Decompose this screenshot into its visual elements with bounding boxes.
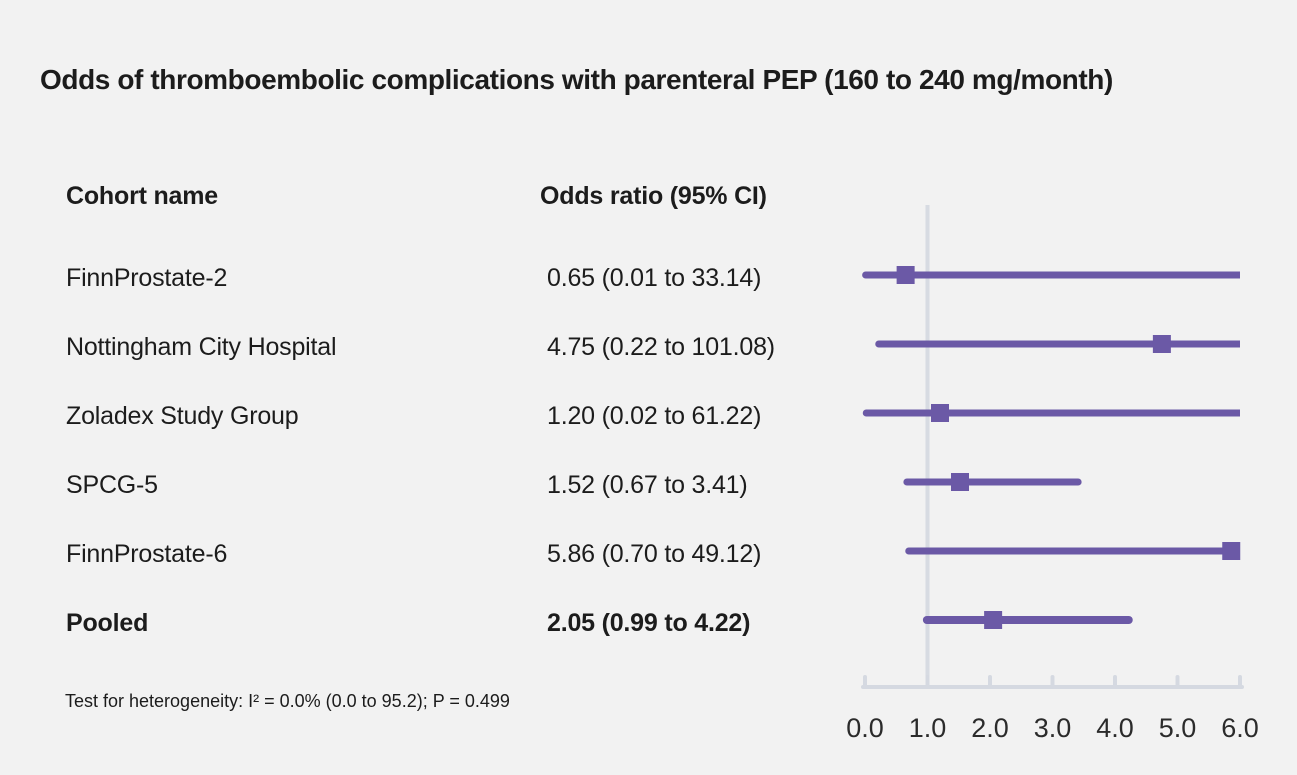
column-header-odds-ratio: Odds ratio (95% CI) bbox=[540, 182, 767, 210]
table-row: Zoladex Study Group 1.20 (0.02 to 61.22) bbox=[0, 400, 1297, 432]
odds-ratio-value: 5.86 (0.70 to 49.12) bbox=[547, 540, 762, 568]
x-tick-label: 4.0 bbox=[1096, 713, 1134, 743]
table-row: FinnProstate-2 0.65 (0.01 to 33.14) bbox=[0, 262, 1297, 294]
odds-ratio-value: 1.52 (0.67 to 3.41) bbox=[547, 471, 748, 499]
odds-ratio-value: 4.75 (0.22 to 101.08) bbox=[547, 333, 775, 361]
table-row: FinnProstate-6 5.86 (0.70 to 49.12) bbox=[0, 538, 1297, 570]
cohort-name: Pooled bbox=[66, 609, 149, 637]
cohort-name: FinnProstate-6 bbox=[66, 540, 228, 568]
odds-ratio-value: 2.05 (0.99 to 4.22) bbox=[547, 609, 751, 637]
table-row: SPCG-5 1.52 (0.67 to 3.41) bbox=[0, 469, 1297, 501]
x-axis: 0.0 1.0 2.0 3.0 4.0 5.0 6.0 bbox=[846, 675, 1259, 743]
odds-ratio-value: 0.65 (0.01 to 33.14) bbox=[547, 264, 762, 292]
x-tick-label: 5.0 bbox=[1159, 713, 1197, 743]
cohort-name: Zoladex Study Group bbox=[66, 402, 299, 430]
odds-ratio-value: 1.20 (0.02 to 61.22) bbox=[547, 402, 762, 430]
x-tick-label: 1.0 bbox=[909, 713, 947, 743]
cohort-name: Nottingham City Hospital bbox=[66, 333, 337, 361]
cohort-name: FinnProstate-2 bbox=[66, 264, 228, 292]
heterogeneity-footnote: Test for heterogeneity: I² = 0.0% (0.0 t… bbox=[65, 691, 510, 711]
chart-title: Odds of thromboembolic complications wit… bbox=[40, 64, 1113, 95]
table-row: Nottingham City Hospital 4.75 (0.22 to 1… bbox=[0, 331, 1297, 363]
x-tick-label: 2.0 bbox=[971, 713, 1009, 743]
x-tick-label: 3.0 bbox=[1034, 713, 1072, 743]
column-header-cohort-name: Cohort name bbox=[66, 182, 218, 210]
x-tick-label: 0.0 bbox=[846, 713, 884, 743]
cohort-name: SPCG-5 bbox=[66, 471, 158, 499]
table-row-pooled: Pooled 2.05 (0.99 to 4.22) bbox=[0, 607, 1297, 639]
x-tick-label: 6.0 bbox=[1221, 713, 1259, 743]
